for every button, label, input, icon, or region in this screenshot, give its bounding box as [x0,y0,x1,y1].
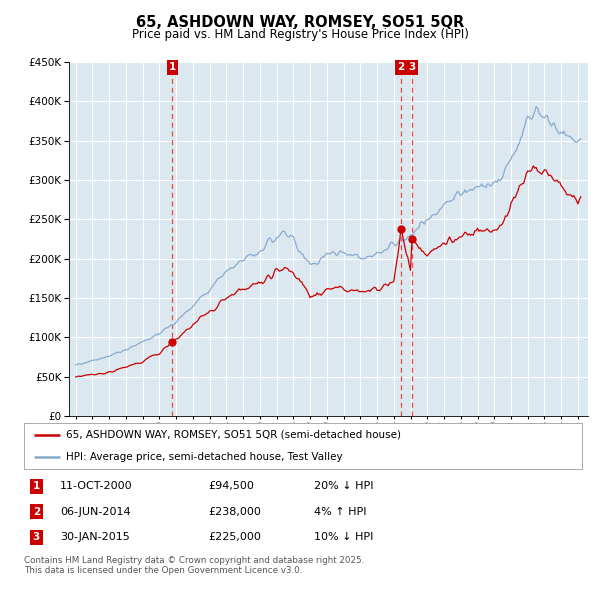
Text: 4% ↑ HPI: 4% ↑ HPI [314,507,367,517]
Text: Contains HM Land Registry data © Crown copyright and database right 2025.
This d: Contains HM Land Registry data © Crown c… [24,556,364,575]
Text: 3: 3 [408,63,415,73]
Text: 20% ↓ HPI: 20% ↓ HPI [314,481,374,491]
Text: 30-JAN-2015: 30-JAN-2015 [60,532,130,542]
Text: 65, ASHDOWN WAY, ROMSEY, SO51 5QR (semi-detached house): 65, ASHDOWN WAY, ROMSEY, SO51 5QR (semi-… [66,430,401,440]
Text: £94,500: £94,500 [208,481,254,491]
Text: 10% ↓ HPI: 10% ↓ HPI [314,532,374,542]
Text: 1: 1 [32,481,40,491]
Text: Price paid vs. HM Land Registry's House Price Index (HPI): Price paid vs. HM Land Registry's House … [131,28,469,41]
Text: 2: 2 [32,507,40,517]
Text: 11-OCT-2000: 11-OCT-2000 [60,481,133,491]
Text: 06-JUN-2014: 06-JUN-2014 [60,507,131,517]
Text: 3: 3 [32,532,40,542]
Text: 2: 2 [397,63,404,73]
Text: 1: 1 [169,63,176,73]
Text: 65, ASHDOWN WAY, ROMSEY, SO51 5QR: 65, ASHDOWN WAY, ROMSEY, SO51 5QR [136,15,464,30]
Text: HPI: Average price, semi-detached house, Test Valley: HPI: Average price, semi-detached house,… [66,452,343,462]
Text: £238,000: £238,000 [208,507,261,517]
Text: £225,000: £225,000 [208,532,261,542]
